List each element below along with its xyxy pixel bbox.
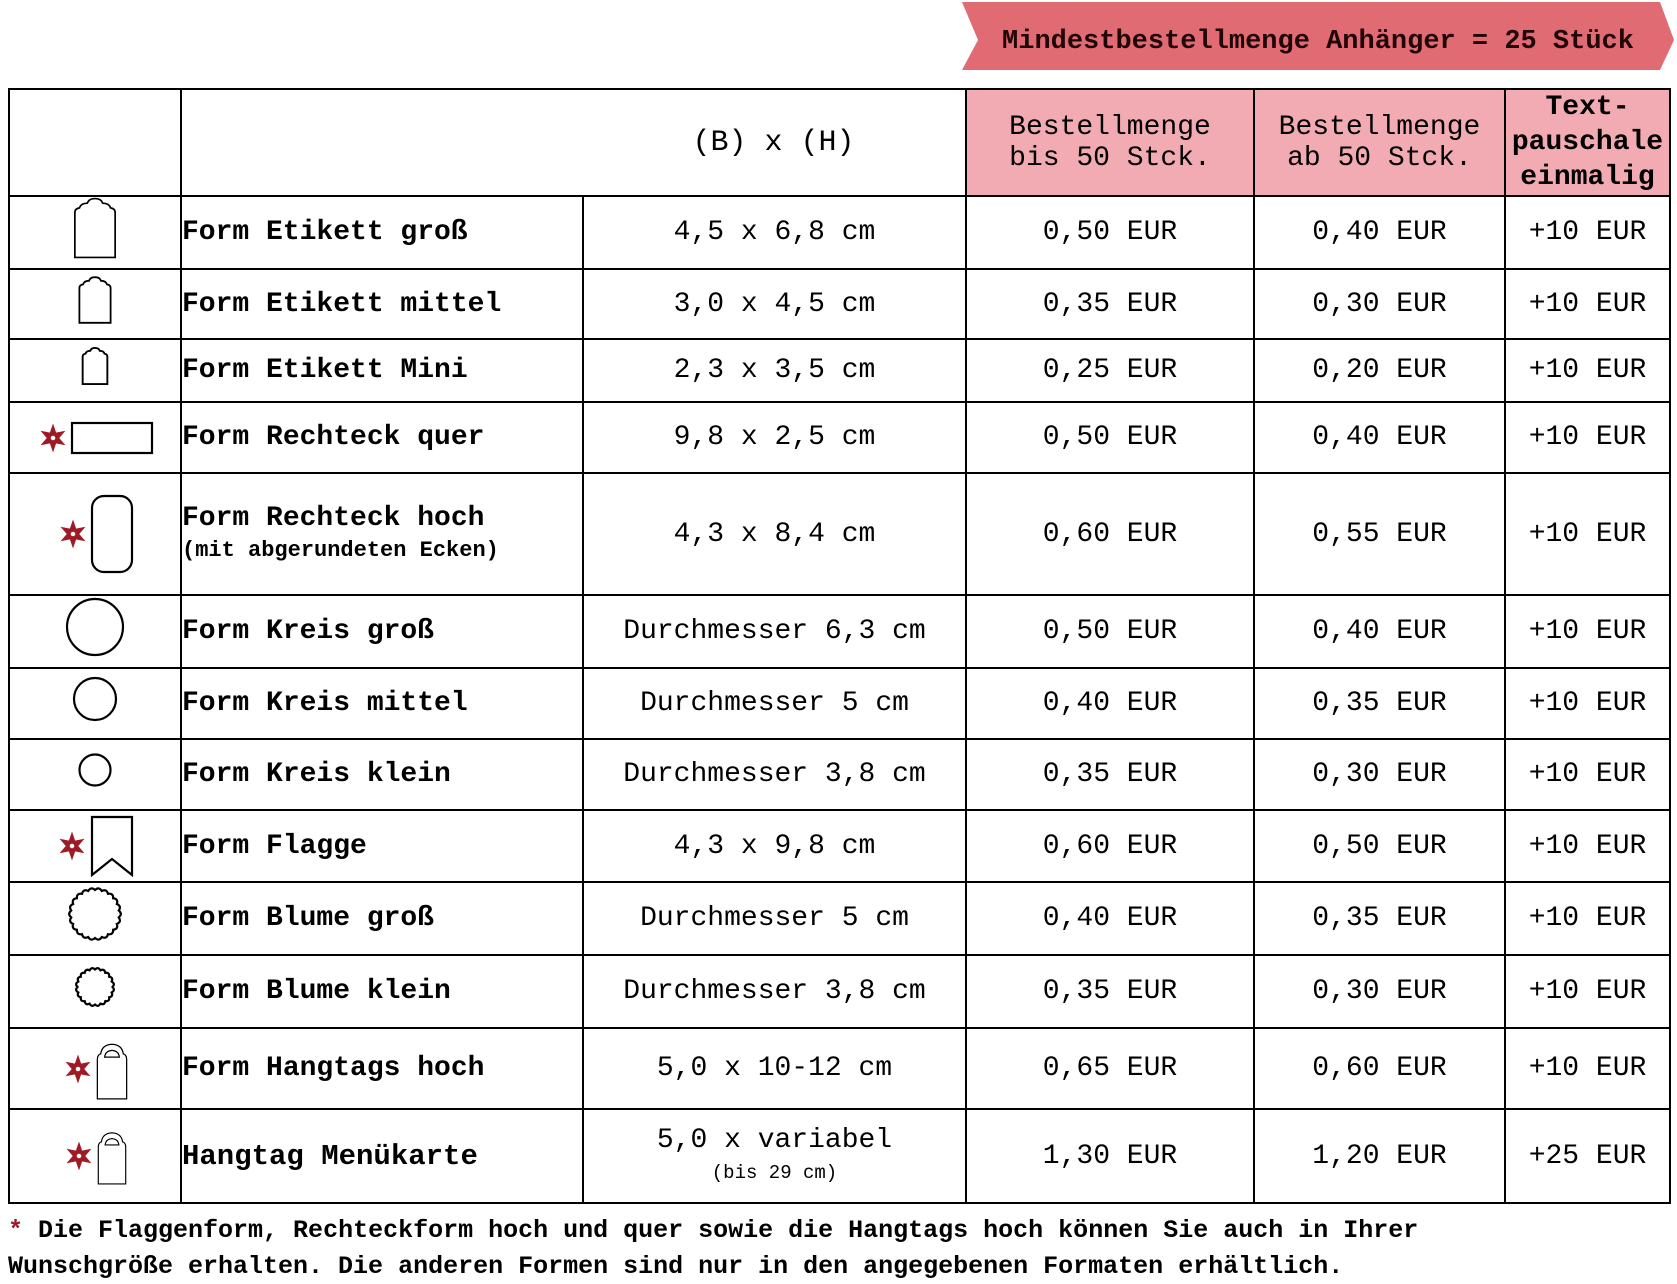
svg-text:Mindestbestellmenge Anhänger =: Mindestbestellmenge Anhänger = 25 Stück bbox=[1002, 27, 1634, 57]
